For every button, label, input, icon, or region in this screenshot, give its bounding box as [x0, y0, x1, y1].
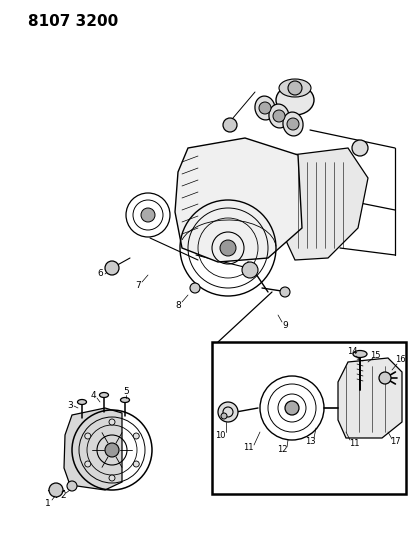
Circle shape	[109, 475, 115, 481]
Circle shape	[189, 283, 200, 293]
Text: 13: 13	[304, 438, 315, 447]
Text: 8107 3200: 8107 3200	[28, 14, 118, 29]
Circle shape	[141, 208, 155, 222]
Text: 11: 11	[348, 439, 358, 448]
Circle shape	[258, 102, 270, 114]
Text: 14: 14	[346, 348, 356, 357]
Polygon shape	[277, 148, 367, 260]
Circle shape	[85, 461, 90, 467]
Ellipse shape	[120, 398, 129, 402]
Text: 2: 2	[60, 491, 66, 500]
Circle shape	[286, 118, 298, 130]
Ellipse shape	[254, 96, 274, 120]
Circle shape	[279, 287, 289, 297]
Circle shape	[351, 140, 367, 156]
Circle shape	[218, 402, 237, 422]
Circle shape	[105, 261, 119, 275]
Polygon shape	[337, 358, 401, 438]
Text: 12: 12	[276, 446, 287, 455]
Circle shape	[133, 433, 139, 439]
Circle shape	[220, 413, 227, 419]
Text: 17: 17	[389, 438, 399, 447]
Text: 10: 10	[214, 431, 225, 440]
Text: 11: 11	[242, 443, 253, 453]
Text: 6: 6	[97, 270, 103, 279]
Circle shape	[109, 419, 115, 425]
Ellipse shape	[278, 79, 310, 97]
Text: 16: 16	[394, 356, 405, 365]
Text: 1: 1	[45, 498, 51, 507]
Circle shape	[49, 483, 63, 497]
Text: 15: 15	[369, 351, 379, 359]
Text: 5: 5	[123, 387, 128, 397]
Ellipse shape	[268, 104, 288, 128]
Circle shape	[133, 461, 139, 467]
Circle shape	[105, 443, 119, 457]
Circle shape	[222, 118, 236, 132]
Bar	[211, 342, 405, 494]
Circle shape	[220, 240, 236, 256]
Text: 4: 4	[90, 392, 96, 400]
Text: 8: 8	[175, 301, 180, 310]
Circle shape	[85, 433, 90, 439]
Ellipse shape	[77, 400, 86, 405]
Circle shape	[287, 81, 301, 95]
Ellipse shape	[282, 112, 302, 136]
Text: 3: 3	[67, 400, 73, 409]
Text: 9: 9	[281, 320, 287, 329]
Ellipse shape	[99, 392, 108, 398]
Text: 7: 7	[135, 280, 141, 289]
Ellipse shape	[352, 351, 366, 358]
Circle shape	[67, 481, 77, 491]
Circle shape	[284, 401, 298, 415]
Polygon shape	[64, 408, 122, 490]
Circle shape	[241, 262, 257, 278]
Polygon shape	[175, 138, 301, 262]
Ellipse shape	[275, 85, 313, 115]
Circle shape	[378, 372, 390, 384]
Circle shape	[272, 110, 284, 122]
